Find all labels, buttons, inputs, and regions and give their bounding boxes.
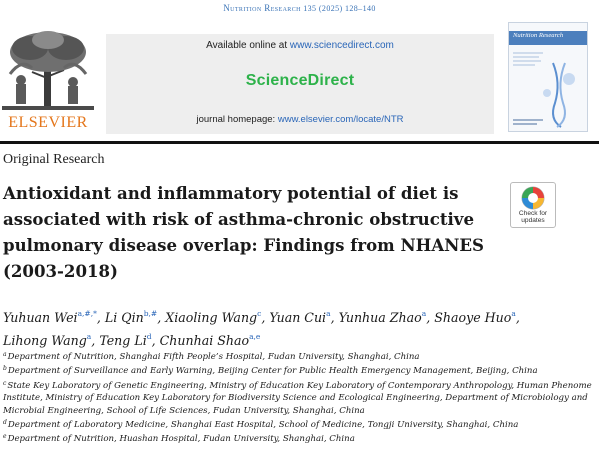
affiliation-text: Department of Surveillance and Early War… bbox=[7, 366, 538, 377]
author-name: Yuan Cui bbox=[269, 310, 327, 325]
author[interactable]: Yuan Cuia, bbox=[269, 309, 335, 325]
affiliation: aDepartment of Nutrition, Shanghai Fifth… bbox=[3, 349, 593, 363]
author-list: Yuhuan Weia,#,*, Li Qinb,#, Xiaoling Wan… bbox=[3, 304, 583, 350]
author[interactable]: Xiaoling Wangc, bbox=[165, 309, 266, 325]
affiliation-key: a bbox=[3, 351, 7, 358]
check-for-updates-button[interactable]: Check for updates bbox=[510, 182, 556, 228]
author-name: Chunhai Shao bbox=[159, 333, 250, 348]
author[interactable]: Li Qinb,#, bbox=[104, 309, 162, 325]
affiliation-text: State Key Laboratory of Genetic Engineer… bbox=[3, 380, 592, 416]
affiliation-list: aDepartment of Nutrition, Shanghai Fifth… bbox=[3, 349, 593, 446]
check-updates-label-line1: Check for bbox=[518, 210, 548, 217]
affiliation: cState Key Laboratory of Genetic Enginee… bbox=[3, 378, 593, 417]
journal-volume-pages: 135 (2025) 128–140 bbox=[303, 4, 376, 13]
affiliation-key: d bbox=[3, 419, 7, 427]
journal-name[interactable]: Nutrition Research bbox=[223, 3, 301, 13]
author-affiliation-marks[interactable]: c bbox=[257, 309, 262, 318]
author[interactable]: Yunhua Zhaoa, bbox=[338, 309, 431, 325]
author-affiliation-marks[interactable]: a bbox=[511, 309, 516, 318]
author-name: Shaoye Huo bbox=[434, 310, 512, 325]
author-name: Yuhuan Wei bbox=[3, 310, 78, 325]
journal-homepage-label: journal homepage: bbox=[196, 114, 278, 125]
cover-artwork-icon bbox=[513, 52, 575, 128]
author-affiliation-marks[interactable]: a bbox=[326, 309, 331, 318]
check-updates-label: Check for updates bbox=[511, 210, 555, 224]
sciencedirect-logo[interactable]: ScienceDirect bbox=[245, 72, 355, 89]
check-updates-label-line2: updates bbox=[521, 217, 545, 224]
author-affiliation-marks[interactable]: a,e bbox=[249, 332, 261, 341]
author-affiliation-marks[interactable]: a bbox=[421, 309, 427, 318]
author[interactable]: Yuhuan Weia,#,*, bbox=[3, 309, 101, 325]
cover-title-bar bbox=[509, 31, 587, 45]
affiliation: bDepartment of Surveillance and Early Wa… bbox=[3, 363, 593, 377]
author-affiliation-marks[interactable]: b,# bbox=[143, 309, 158, 318]
journal-header: ELSEVIER Available online at www.science… bbox=[0, 20, 599, 138]
available-online-text: Available online at bbox=[206, 40, 290, 51]
author-name: Lihong Wang bbox=[3, 333, 87, 348]
author[interactable]: Teng Lid, bbox=[99, 332, 156, 348]
affiliation-text: Department of Nutrition, Huashan Hospita… bbox=[7, 434, 355, 445]
author-name: Li Qin bbox=[104, 310, 144, 325]
author[interactable]: Lihong Wanga, bbox=[3, 332, 96, 348]
affiliation: eDepartment of Nutrition, Huashan Hospit… bbox=[3, 431, 593, 445]
elsevier-wordmark: ELSEVIER bbox=[8, 114, 88, 131]
cover-title: Nutrition Research bbox=[513, 32, 564, 39]
journal-info-box: Available online at www.sciencedirect.co… bbox=[106, 34, 494, 134]
affiliation-key: e bbox=[3, 433, 7, 441]
author-name: Xiaoling Wang bbox=[165, 310, 258, 325]
author[interactable]: Shaoye Huoa, bbox=[434, 309, 520, 325]
author-affiliation-marks[interactable]: d bbox=[146, 332, 152, 341]
journal-citation-line: Nutrition Research 135 (2025) 128–140 bbox=[0, 3, 599, 13]
author-name: Teng Li bbox=[99, 333, 147, 348]
journal-cover-thumbnail[interactable]: Nutrition Research bbox=[508, 22, 588, 132]
author[interactable]: Chunhai Shaoa,e bbox=[159, 332, 261, 348]
author-name: Yunhua Zhao bbox=[338, 310, 422, 325]
article-type: Original Research bbox=[3, 152, 105, 167]
article-title: Antioxidant and inflammatory potential o… bbox=[3, 183, 485, 281]
author-affiliation-marks[interactable]: a,#,* bbox=[77, 309, 97, 318]
header-divider bbox=[0, 141, 599, 144]
author-affiliation-marks[interactable]: a bbox=[86, 332, 92, 341]
affiliation-key: b bbox=[3, 365, 7, 373]
check-updates-icon bbox=[521, 186, 545, 210]
journal-homepage: journal homepage: www.elsevier.com/locat… bbox=[106, 114, 494, 125]
affiliation: dDepartment of Laboratory Medicine, Shan… bbox=[3, 417, 593, 431]
affiliation-text: Department of Laboratory Medicine, Shang… bbox=[7, 420, 519, 431]
affiliation-text: Department of Nutrition, Shanghai Fifth … bbox=[7, 352, 420, 362]
journal-homepage-link[interactable]: www.elsevier.com/locate/NTR bbox=[277, 114, 404, 125]
affiliation-key: c bbox=[3, 379, 7, 387]
sciencedirect-link[interactable]: www.sciencedirect.com bbox=[289, 40, 394, 51]
elsevier-tree-icon bbox=[2, 31, 94, 110]
available-online: Available online at www.sciencedirect.co… bbox=[106, 40, 494, 51]
elsevier-logo[interactable]: ELSEVIER bbox=[2, 28, 94, 132]
